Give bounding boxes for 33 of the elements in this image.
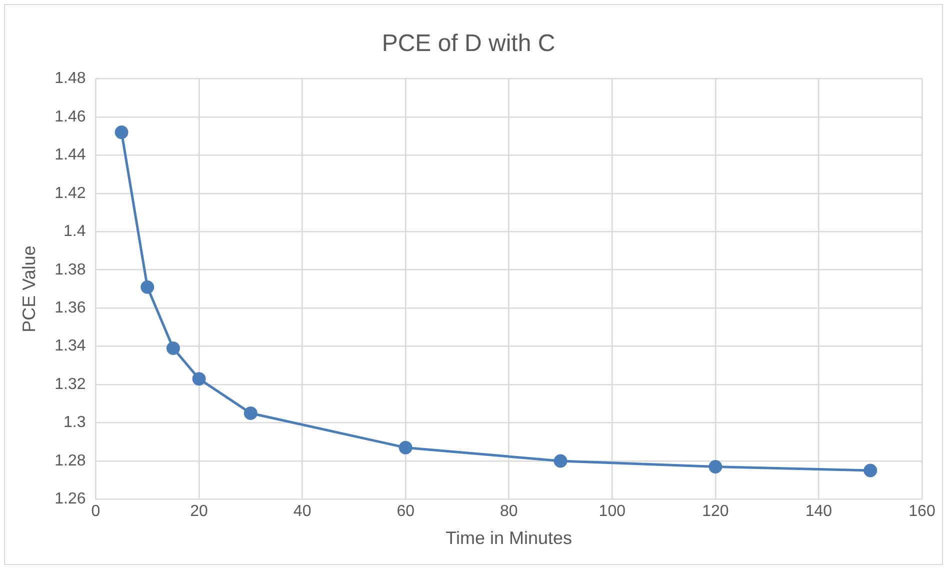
point [166,341,180,355]
x-tick-label: 40 [293,503,312,520]
y-tick-label: 1.44 [54,146,86,164]
point [140,280,154,294]
y-tick-label: 1.26 [54,490,86,508]
y-tick-label: 1.38 [54,261,86,278]
point [192,372,206,386]
y-tick-label: 1.4 [63,223,86,240]
point [114,126,128,140]
point [244,406,258,420]
chart-title: PCE of D with C [382,30,556,58]
y-tick-label: 1.36 [54,300,86,317]
x-tick-label: 140 [805,503,832,520]
point [708,460,722,474]
x-tick-label: 100 [598,503,626,520]
point [864,464,878,478]
y-tick-label: 1.34 [54,338,86,355]
y-tick-label: 1.32 [54,376,86,393]
y-tick-label: 1.46 [54,108,86,126]
y-axis-title: PCE Value [18,246,39,332]
x-tick-label: 160 [908,503,936,520]
x-tick-label: 60 [396,503,415,520]
x-tick-label: 0 [91,503,100,520]
y-tick-label: 1.28 [54,452,86,470]
x-axis-title: Time in Minutes [446,528,572,548]
x-tick-label: 120 [702,503,729,520]
y-tick-label: 1.48 [54,70,86,88]
y-tick-label: 1.3 [63,414,86,432]
point [398,440,412,454]
y-tick-label: 1.42 [54,184,86,202]
x-tick-label: 80 [500,503,518,520]
point [554,454,568,468]
x-tick-label: 20 [190,503,208,520]
